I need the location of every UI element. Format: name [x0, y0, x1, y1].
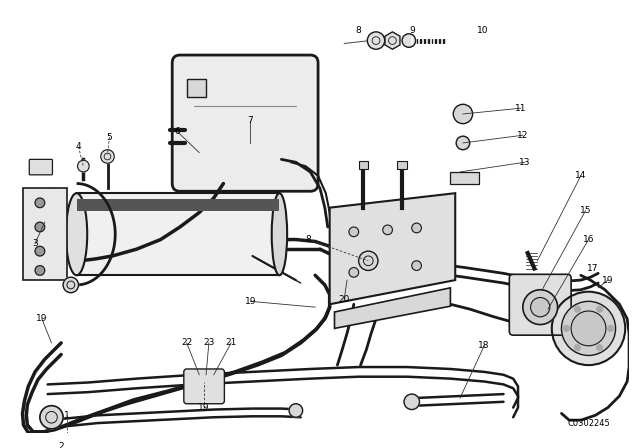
Text: 15: 15	[580, 206, 591, 215]
Circle shape	[575, 306, 580, 312]
FancyBboxPatch shape	[184, 369, 225, 404]
Text: 22: 22	[181, 338, 193, 347]
Polygon shape	[385, 32, 400, 49]
Circle shape	[40, 406, 63, 429]
Polygon shape	[330, 193, 455, 304]
Circle shape	[563, 326, 569, 332]
Text: 14: 14	[575, 171, 586, 180]
Text: 16: 16	[583, 235, 595, 244]
FancyBboxPatch shape	[29, 159, 52, 175]
Circle shape	[575, 345, 580, 350]
Circle shape	[358, 251, 378, 271]
Circle shape	[35, 198, 45, 208]
Text: 6: 6	[174, 127, 180, 136]
Ellipse shape	[66, 193, 87, 275]
Text: 2: 2	[58, 442, 64, 448]
Circle shape	[596, 345, 602, 350]
Circle shape	[100, 150, 115, 163]
Text: 23: 23	[204, 338, 214, 347]
Circle shape	[35, 222, 45, 232]
Text: 19: 19	[36, 314, 47, 323]
Circle shape	[412, 261, 421, 271]
Circle shape	[456, 136, 470, 150]
Text: 12: 12	[517, 131, 529, 140]
Text: 7: 7	[248, 116, 253, 125]
Text: 13: 13	[519, 158, 531, 167]
Circle shape	[552, 292, 625, 365]
Circle shape	[367, 32, 385, 49]
Circle shape	[349, 267, 358, 277]
Text: 20: 20	[339, 295, 350, 304]
Text: 10: 10	[477, 26, 488, 35]
Text: 11: 11	[515, 103, 527, 113]
Polygon shape	[335, 288, 451, 328]
Circle shape	[453, 104, 472, 124]
Text: 1: 1	[64, 411, 70, 420]
Circle shape	[383, 225, 392, 235]
Bar	[22, 188, 67, 280]
Bar	[187, 79, 206, 97]
Circle shape	[77, 160, 89, 172]
FancyBboxPatch shape	[172, 55, 318, 191]
Bar	[397, 161, 407, 169]
Text: 17: 17	[587, 264, 598, 273]
Circle shape	[349, 227, 358, 237]
Circle shape	[596, 306, 602, 312]
Circle shape	[35, 246, 45, 256]
Text: 19: 19	[244, 297, 256, 306]
Text: 8: 8	[356, 26, 362, 35]
Circle shape	[402, 34, 415, 47]
Text: 19: 19	[602, 276, 614, 284]
Text: 19: 19	[198, 403, 210, 412]
Circle shape	[63, 277, 79, 293]
Text: C0302245: C0302245	[567, 418, 610, 427]
Circle shape	[531, 297, 550, 317]
Text: 3: 3	[32, 239, 38, 248]
Circle shape	[412, 223, 421, 233]
Circle shape	[404, 394, 419, 409]
Bar	[451, 172, 479, 184]
Circle shape	[608, 326, 614, 332]
Circle shape	[571, 311, 606, 346]
Circle shape	[561, 302, 616, 355]
Text: 8: 8	[305, 235, 311, 244]
Circle shape	[523, 290, 557, 324]
Bar	[358, 161, 368, 169]
Text: 4: 4	[76, 142, 81, 151]
Text: 9: 9	[409, 26, 415, 35]
Bar	[77, 199, 280, 211]
Circle shape	[35, 266, 45, 275]
Text: 21: 21	[225, 338, 237, 347]
FancyBboxPatch shape	[509, 274, 571, 335]
Circle shape	[289, 404, 303, 417]
Ellipse shape	[272, 193, 287, 275]
Bar	[77, 193, 280, 275]
Text: 18: 18	[479, 341, 490, 350]
Text: 5: 5	[107, 133, 112, 142]
